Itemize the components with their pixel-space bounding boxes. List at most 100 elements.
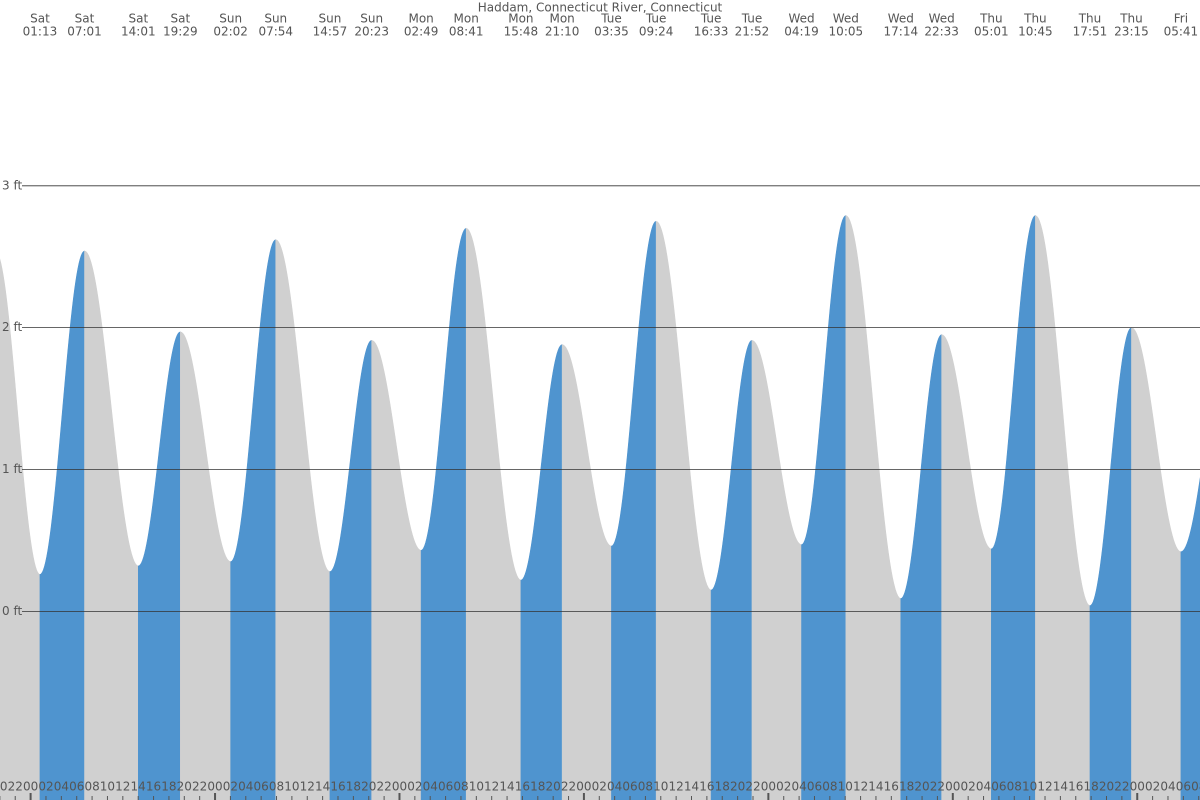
x-tick-label: 06 <box>69 780 84 794</box>
x-tick-label: 16 <box>146 780 161 794</box>
x-tick-label: 08 <box>822 780 837 794</box>
x-tick-label: 18 <box>346 780 361 794</box>
x-tick-label: 16 <box>515 780 530 794</box>
extreme-time: 21:10 <box>545 25 580 39</box>
x-tick-label: 10 <box>838 780 853 794</box>
tide-rising <box>39 250 85 800</box>
extreme-day: Tue <box>600 12 622 26</box>
extreme-time: 14:57 <box>313 25 348 39</box>
extreme-time: 05:41 <box>1164 25 1199 39</box>
x-tick-label: 18 <box>1083 780 1098 794</box>
x-tick-label: 06 <box>807 780 822 794</box>
extreme-time: 08:41 <box>449 25 484 39</box>
extreme-time: 02:49 <box>404 25 439 39</box>
x-tick-label: 10 <box>284 780 299 794</box>
tide-falling <box>845 215 902 800</box>
x-tick-label: 08 <box>638 780 653 794</box>
extreme-time: 16:33 <box>694 25 729 39</box>
tide-falling <box>180 331 231 800</box>
extreme-time: 21:52 <box>735 25 770 39</box>
extreme-time: 15:48 <box>504 25 539 39</box>
x-tick-label: 22 <box>8 780 23 794</box>
x-tick-label: 02 <box>407 780 422 794</box>
tide-falling <box>751 340 802 800</box>
extreme-time: 10:45 <box>1018 25 1053 39</box>
extreme-time: 23:15 <box>1114 25 1149 39</box>
x-tick-label: 02 <box>776 780 791 794</box>
x-tick-label: 00 <box>576 780 591 794</box>
x-tick-label: 22 <box>376 780 391 794</box>
x-tick-label: 22 <box>561 780 576 794</box>
extreme-day: Mon <box>454 12 479 26</box>
x-tick-label: 02 <box>223 780 238 794</box>
x-tick-label: 20 <box>177 780 192 794</box>
extreme-time: 02:02 <box>213 25 248 39</box>
tide-rising <box>329 340 372 800</box>
tide-falling <box>371 340 422 800</box>
tide-rising <box>420 227 467 800</box>
x-tick-label: 12 <box>853 780 868 794</box>
x-tick-label: 04 <box>54 780 69 794</box>
extreme-day: Mon <box>508 12 533 26</box>
x-tick-label: 08 <box>1191 780 1200 794</box>
x-tick-label: 06 <box>254 780 269 794</box>
extreme-day: Thu <box>1023 12 1047 26</box>
x-tick-label: 20 <box>914 780 929 794</box>
extreme-time: 07:01 <box>67 25 102 39</box>
extreme-day: Tue <box>645 12 667 26</box>
extreme-day: Sat <box>75 12 95 26</box>
tide-falling <box>1035 215 1091 800</box>
x-tick-label: 14 <box>868 780 883 794</box>
extreme-day: Wed <box>929 12 955 26</box>
x-tick-label: 22 <box>192 780 207 794</box>
extreme-day: Sun <box>219 12 242 26</box>
x-tick-label: 16 <box>699 780 714 794</box>
tide-falling <box>275 239 331 800</box>
x-tick-label: 14 <box>499 780 514 794</box>
x-tick-label: 08 <box>84 780 99 794</box>
x-tick-label: 02 <box>38 780 53 794</box>
x-tick-label: 14 <box>684 780 699 794</box>
x-tick-label: 06 <box>622 780 637 794</box>
x-tick-label: 10 <box>469 780 484 794</box>
extreme-day: Wed <box>833 12 859 26</box>
x-tick-label: 00 <box>761 780 776 794</box>
chart-title: Haddam, Connecticut River, Connecticut <box>478 1 723 15</box>
tide-falling <box>1131 327 1182 800</box>
x-tick-label: 04 <box>976 780 991 794</box>
x-tick-label: 00 <box>1130 780 1145 794</box>
tide-falling <box>941 334 992 800</box>
x-tick-label: 00 <box>207 780 222 794</box>
x-tick-label: 02 <box>1145 780 1160 794</box>
extreme-time: 19:29 <box>163 25 198 39</box>
tide-rising <box>900 334 942 800</box>
x-tick-label: 14 <box>1053 780 1068 794</box>
extreme-day: Thu <box>979 12 1003 26</box>
x-tick-label: 18 <box>530 780 545 794</box>
extreme-day: Wed <box>888 12 914 26</box>
x-tick-label: 02 <box>592 780 607 794</box>
extreme-time: 09:24 <box>639 25 674 39</box>
extreme-day: Tue <box>700 12 722 26</box>
extreme-day: Sat <box>170 12 190 26</box>
y-tick-label: 1 ft <box>2 462 22 476</box>
extreme-day: Fri <box>1174 12 1188 26</box>
x-tick-label: 10 <box>653 780 668 794</box>
extreme-day: Sun <box>264 12 287 26</box>
extreme-time: 17:14 <box>884 25 919 39</box>
x-tick-label: 04 <box>1160 780 1175 794</box>
extreme-time: 14:01 <box>121 25 156 39</box>
x-tick-label: 06 <box>438 780 453 794</box>
x-tick-label: 10 <box>1022 780 1037 794</box>
x-tick-label: 12 <box>115 780 130 794</box>
tide-rising <box>611 220 657 800</box>
extreme-time: 07:54 <box>258 25 293 39</box>
extreme-day: Wed <box>788 12 814 26</box>
x-tick-label: 12 <box>300 780 315 794</box>
tide-rising <box>710 339 753 800</box>
x-tick-label: 20 <box>0 780 8 794</box>
extreme-day: Thu <box>1078 12 1102 26</box>
x-tick-label: 20 <box>546 780 561 794</box>
x-tick-label: 22 <box>1114 780 1129 794</box>
